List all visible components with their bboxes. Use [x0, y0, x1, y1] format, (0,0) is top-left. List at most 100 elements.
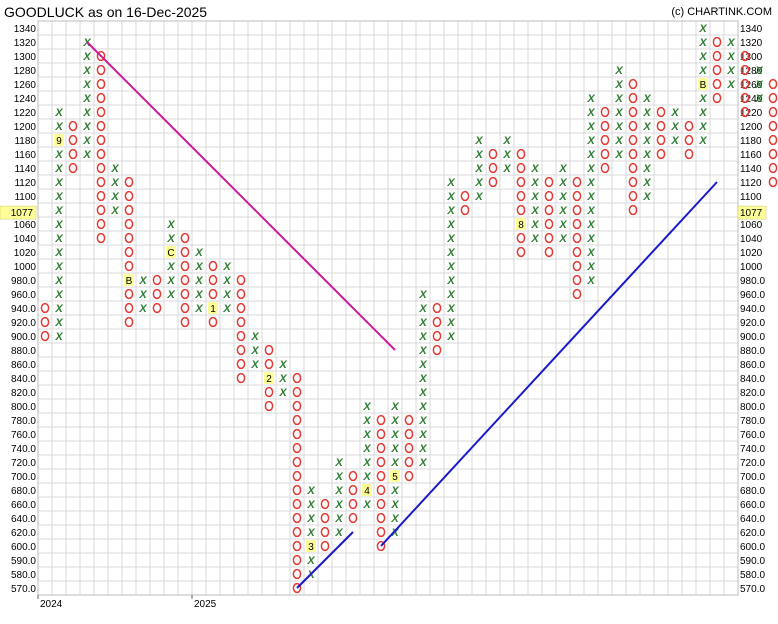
month-marker-box	[124, 274, 134, 286]
o-mark	[68, 134, 78, 146]
price-label-right: 590.0	[740, 556, 765, 567]
o-mark	[208, 274, 218, 286]
o-mark	[600, 162, 610, 174]
x-mark: X	[698, 93, 707, 105]
x-mark: X	[698, 37, 707, 49]
o-mark	[656, 148, 666, 160]
price-label-left: 840.0	[11, 374, 36, 385]
o-mark	[768, 92, 778, 104]
x-mark: X	[446, 191, 455, 203]
x-mark: X	[138, 303, 147, 315]
o-mark	[768, 176, 778, 188]
o-mark	[628, 204, 638, 216]
x-mark: X	[502, 163, 511, 175]
month-marker: 4	[364, 486, 370, 497]
o-mark	[684, 120, 694, 132]
o-mark	[544, 176, 554, 188]
x-mark: X	[614, 121, 623, 133]
price-label-left: 660.0	[11, 500, 36, 511]
price-label-right: 900.0	[740, 332, 765, 343]
price-label-right: 1260	[740, 80, 763, 91]
x-mark: X	[166, 261, 175, 273]
x-mark: X	[586, 135, 595, 147]
o-mark	[432, 302, 442, 314]
x-mark: X	[54, 317, 63, 329]
x-mark: X	[446, 317, 455, 329]
price-label-left: 1220	[14, 108, 37, 119]
x-mark: X	[222, 261, 231, 273]
price-label-right: 580.0	[740, 570, 765, 581]
o-mark	[40, 330, 50, 342]
x-mark: X	[586, 261, 595, 273]
price-label-right: 660.0	[740, 500, 765, 511]
x-mark: X	[82, 93, 91, 105]
x-mark: X	[586, 177, 595, 189]
month-marker: 9	[56, 136, 62, 147]
o-mark	[516, 246, 526, 258]
price-label-right: 1100	[740, 192, 762, 203]
x-mark: X	[614, 149, 623, 161]
x-mark: X	[642, 121, 651, 133]
price-label-left: 920.0	[11, 318, 36, 329]
x-mark: X	[446, 247, 455, 259]
o-mark	[376, 414, 386, 426]
o-mark	[264, 344, 274, 356]
x-mark: X	[614, 93, 623, 105]
chart-title: GOODLUCK as on 16-Dec-2025	[4, 4, 208, 20]
x-mark: X	[166, 233, 175, 245]
price-label-left: 860.0	[11, 360, 36, 371]
price-label-left: 1060	[14, 220, 37, 231]
x-mark: X	[558, 191, 567, 203]
o-mark	[544, 218, 554, 230]
price-label-right: 740.0	[740, 444, 765, 455]
x-mark: X	[362, 499, 371, 511]
x-mark: X	[726, 79, 735, 91]
x-mark: X	[418, 289, 427, 301]
plot-border	[37, 20, 739, 596]
month-marker: B	[700, 80, 707, 91]
o-mark	[376, 456, 386, 468]
x-mark: X	[418, 331, 427, 343]
o-mark	[544, 232, 554, 244]
x-mark: X	[278, 373, 287, 385]
price-label-left: 1040	[14, 234, 37, 245]
x-mark: X	[446, 205, 455, 217]
x-mark: X	[586, 107, 595, 119]
o-mark	[404, 414, 414, 426]
x-mark: X	[558, 163, 567, 175]
month-marker: 8	[518, 220, 524, 231]
support-trendline	[380, 181, 718, 547]
o-mark	[628, 106, 638, 118]
x-mark: X	[418, 387, 427, 399]
o-mark	[124, 232, 134, 244]
month-marker-box	[390, 470, 400, 482]
o-mark	[180, 302, 190, 314]
last-price-label-left: 1077	[11, 208, 34, 219]
o-mark	[236, 358, 246, 370]
x-mark: X	[250, 331, 259, 343]
x-mark: X	[222, 303, 231, 315]
x-mark: X	[390, 457, 399, 469]
x-mark: X	[754, 79, 763, 91]
o-mark	[236, 302, 246, 314]
price-label-right: 880.0	[740, 346, 765, 357]
x-mark: X	[614, 65, 623, 77]
o-mark	[404, 442, 414, 454]
x-mark: X	[418, 457, 427, 469]
o-mark	[96, 106, 106, 118]
price-label-right: 1280	[740, 66, 763, 77]
o-mark	[320, 526, 330, 538]
price-label-right: 600.0	[740, 542, 765, 553]
x-mark: X	[390, 513, 399, 525]
price-label-left: 1200	[14, 122, 37, 133]
month-marker-box	[698, 78, 708, 90]
x-mark: X	[446, 331, 455, 343]
o-mark	[96, 232, 106, 244]
price-label-left: 1280	[14, 66, 37, 77]
x-mark: X	[530, 177, 539, 189]
x-mark: X	[502, 149, 511, 161]
o-mark	[292, 554, 302, 566]
x-mark: X	[194, 261, 203, 273]
x-mark: X	[362, 443, 371, 455]
